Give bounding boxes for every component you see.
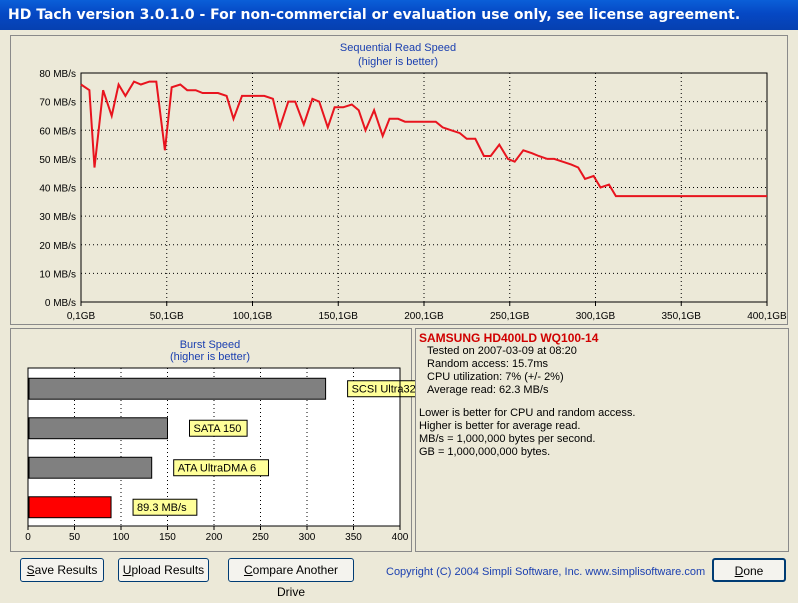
burst-bar-label: SATA 150 [194, 423, 242, 435]
burst-label-box [173, 459, 269, 477]
burst-label-box [189, 419, 248, 437]
y-tick-label: 30 MB/s [39, 212, 76, 223]
compare-mnemonic: C [243, 563, 253, 577]
y-tick-label: 0 MB/s [45, 298, 76, 309]
note-line: GB = 1,000,000,000 bytes. [419, 446, 551, 458]
burst-bar-label: ATA UltraDMA 6 [178, 463, 256, 475]
tested-date: Tested on 2007-03-09 at 08:20 [427, 345, 577, 357]
burst-bar [28, 496, 112, 519]
done-button[interactable]: Done [712, 558, 786, 582]
x-tick-label: 350,1GB [662, 311, 702, 322]
burst-tick-label: 50 [69, 532, 81, 543]
burst-tick-label: 200 [206, 532, 223, 543]
save-results-button[interactable]: Save Results [20, 558, 104, 582]
x-tick-label: 0,1GB [67, 311, 96, 322]
x-tick-label: 250,1GB [490, 311, 530, 322]
y-tick-label: 40 MB/s [39, 184, 76, 195]
x-tick-label: 150,1GB [319, 311, 359, 322]
burst-bar-label: 89.3 MB/s [137, 502, 187, 514]
x-tick-label: 300,1GB [576, 311, 616, 322]
upload-results-button[interactable]: Upload Results [118, 558, 209, 582]
window-title[interactable]: HD Tach version 3.0.1.0 - For non-commer… [0, 0, 798, 30]
y-tick-label: 20 MB/s [39, 241, 76, 252]
drive-name: SAMSUNG HD400LD WQ100-14 [419, 331, 599, 345]
save-mnemonic: S [26, 563, 35, 577]
burst-bar [28, 417, 168, 440]
note-line: Higher is better for average read. [419, 420, 581, 432]
upload-mnemonic: U [122, 563, 132, 577]
burst-label-box [132, 498, 198, 516]
save-label: ave Results [34, 563, 98, 577]
done-label: one [743, 564, 764, 578]
burst-tick-label: 150 [159, 532, 176, 543]
drive-info: SAMSUNG HD400LD WQ100-14 Tested on 2007-… [419, 331, 785, 459]
x-tick-label: 200,1GB [404, 311, 444, 322]
burst-tick-label: 250 [252, 532, 269, 543]
burst-bar [28, 456, 153, 479]
burst-bar-label: SCSI Ultra320 [352, 384, 415, 396]
burst-tick-label: 300 [299, 532, 316, 543]
note-line: MB/s = 1,000,000 bytes per second. [419, 433, 596, 445]
y-tick-label: 50 MB/s [39, 155, 76, 166]
y-tick-label: 10 MB/s [39, 269, 76, 280]
random-access: Random access: 15.7ms [427, 358, 549, 370]
plot-area [80, 72, 768, 303]
y-tick-label: 60 MB/s [39, 126, 76, 137]
x-tick-label: 400,1GB [747, 311, 787, 322]
burst-label-box [347, 380, 415, 398]
burst-tick-label: 100 [113, 532, 130, 543]
average-read: Average read: 62.3 MB/s [427, 384, 549, 396]
y-tick-label: 80 MB/s [39, 69, 76, 80]
upload-label: pload Results [131, 563, 205, 577]
burst-tick-label: 400 [392, 532, 409, 543]
done-mnemonic: D [734, 564, 744, 578]
burst-subtitle: (higher is better) [170, 351, 250, 363]
drive-info-panel [415, 328, 789, 552]
burst-tick-label: 350 [345, 532, 362, 543]
x-tick-label: 50,1GB [150, 311, 184, 322]
read-speed-series-line [80, 80, 767, 198]
y-tick-label: 70 MB/s [39, 98, 76, 109]
chart-subtitle: (higher is better) [358, 56, 438, 68]
sequential-read-chart: Sequential Read Speed (higher is better)… [39, 42, 787, 322]
x-tick-label: 100,1GB [233, 311, 273, 322]
cpu-utilization: CPU utilization: 7% (+/- 2%) [427, 371, 564, 383]
note-line: Lower is better for CPU and random acces… [419, 407, 636, 419]
burst-bar [28, 377, 327, 400]
compare-label: ompare Another Drive [252, 563, 339, 599]
copyright-link[interactable]: Copyright (C) 2004 Simpli Software, Inc.… [386, 566, 706, 578]
compare-another-drive-button[interactable]: Compare Another Drive [228, 558, 354, 599]
burst-title: Burst Speed [180, 339, 241, 351]
chart-title: Sequential Read Speed [340, 42, 456, 54]
burst-speed-chart: Burst Speed (higher is better) SCSI Ultr… [25, 339, 415, 543]
burst-tick-label: 0 [25, 532, 31, 543]
